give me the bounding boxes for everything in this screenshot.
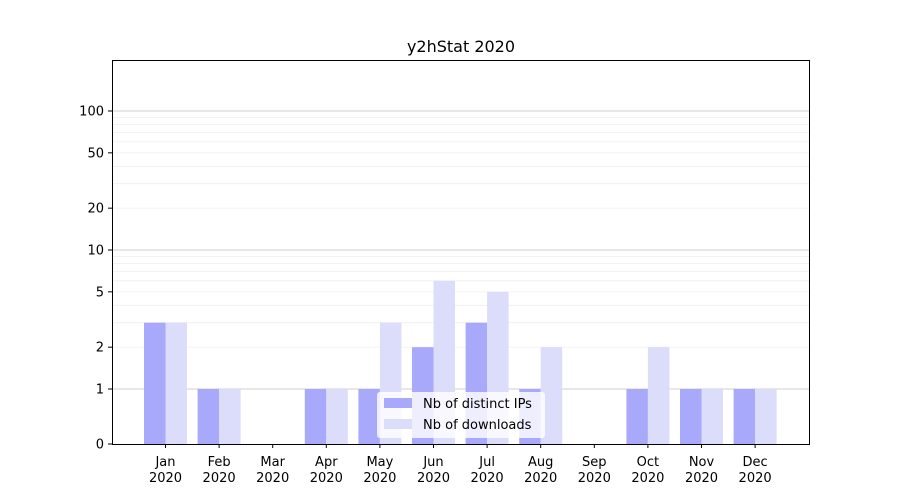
y-tick-label: 20 — [87, 202, 104, 217]
legend-swatch — [384, 398, 412, 408]
x-tick-label-month: Jul — [478, 455, 495, 470]
x-tick-label-year: 2020 — [471, 471, 504, 486]
x-tick-label-year: 2020 — [417, 471, 450, 486]
y-tick-label: 2 — [96, 341, 104, 356]
legend-label: Nb of distinct IPs — [423, 397, 532, 412]
x-axis: Jan2020Feb2020Mar2020Apr2020May2020Jun20… — [149, 444, 772, 486]
bar-distinct-ips — [304, 389, 327, 444]
y-axis: 0 1 2 5 10 20 50 100 — [79, 105, 112, 453]
x-tick-label-year: 2020 — [310, 471, 343, 486]
bar-downloads — [701, 389, 723, 444]
chart-title: y2hStat 2020 — [407, 37, 515, 56]
x-tick-label-year: 2020 — [685, 471, 718, 486]
grid-lines — [112, 110, 809, 390]
x-tick-label-month: Oct — [637, 455, 659, 470]
x-tick-label-month: May — [366, 455, 393, 470]
y-tick-label: 0 — [96, 438, 104, 453]
x-tick-label-year: 2020 — [149, 471, 182, 486]
bar-distinct-ips — [680, 389, 702, 444]
x-tick-label-year: 2020 — [578, 471, 611, 486]
y-tick-label: 5 — [96, 285, 104, 300]
y-tick-label: 1 — [96, 383, 104, 398]
bar-distinct-ips — [358, 389, 380, 444]
bar-distinct-ips — [626, 389, 648, 444]
bar-downloads — [165, 322, 187, 444]
bar-downloads — [755, 389, 777, 444]
x-tick-label-month: Jan — [154, 455, 175, 470]
bar-downloads — [647, 347, 670, 444]
x-tick-label-month: Jun — [422, 455, 443, 470]
x-tick-label-year: 2020 — [256, 471, 289, 486]
x-tick-label-year: 2020 — [524, 471, 557, 486]
plot-frame — [112, 60, 810, 445]
x-tick-label-month: Mar — [260, 455, 285, 470]
bar-distinct-ips — [144, 322, 166, 444]
y-tick-label: 10 — [87, 244, 104, 259]
bar-downloads — [540, 347, 563, 444]
bar-distinct-ips — [197, 389, 220, 444]
legend-box — [377, 392, 545, 438]
bar-distinct-ips — [733, 389, 756, 444]
y-tick-label: 50 — [87, 146, 104, 161]
x-tick-label-month: Dec — [743, 455, 768, 470]
x-tick-label-year: 2020 — [631, 471, 664, 486]
x-tick-label-month: Aug — [528, 455, 553, 470]
bar-downloads — [219, 389, 241, 444]
x-tick-label-month: Sep — [582, 455, 607, 470]
x-tick-label-year: 2020 — [363, 471, 396, 486]
x-tick-label-month: Feb — [208, 455, 231, 470]
legend: Nb of distinct IPs Nb of downloads — [377, 392, 545, 438]
legend-swatch — [384, 419, 412, 429]
bar-downloads — [326, 389, 348, 444]
x-tick-label-month: Apr — [315, 455, 338, 470]
x-tick-label-year: 2020 — [203, 471, 236, 486]
x-tick-label-year: 2020 — [739, 471, 772, 486]
x-tick-label-month: Nov — [689, 455, 715, 470]
y-tick-label: 100 — [79, 105, 104, 120]
legend-label: Nb of downloads — [423, 418, 532, 433]
